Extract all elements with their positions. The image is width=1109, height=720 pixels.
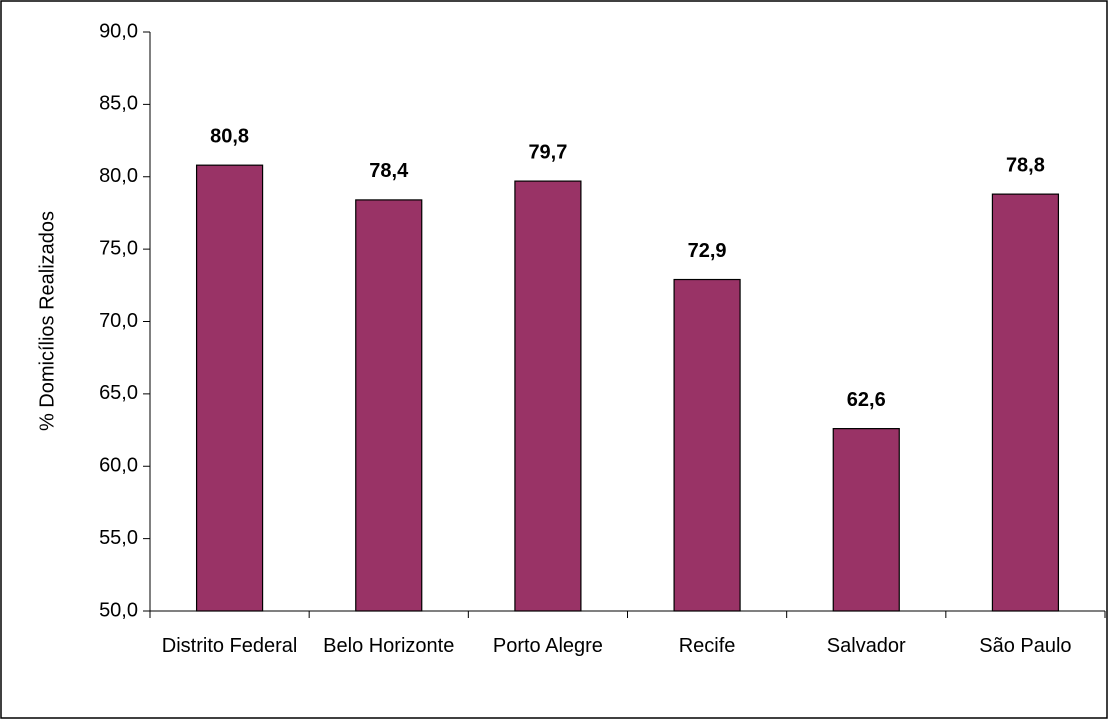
bar (991, 193, 1060, 612)
y-tick-label: 60,0 (99, 455, 138, 477)
x-tick-label: Belo Horizonte (323, 635, 455, 657)
bar (832, 428, 900, 612)
y-tick-label: 85,0 (99, 93, 138, 115)
value-label: 72,9 (688, 240, 727, 262)
y-tick-label: 80,0 (99, 165, 138, 187)
bar (195, 164, 264, 612)
value-label: 80,8 (210, 125, 249, 147)
value-label: 62,6 (847, 389, 886, 411)
x-tick-label: Recife (678, 635, 736, 657)
x-tick-label: Distrito Federal (161, 635, 298, 657)
y-tick-label: 75,0 (99, 237, 138, 259)
x-tick-label: Porto Alegre (492, 635, 603, 657)
y-tick-label: 70,0 (99, 310, 138, 332)
x-tick-label: Salvador (826, 635, 906, 657)
bar (673, 278, 741, 612)
y-axis-label: % Domicílios Realizados (36, 211, 58, 431)
value-label: 79,7 (528, 141, 567, 163)
x-tick-label: São Paulo (979, 635, 1072, 657)
y-tick-label: 90,0 (99, 20, 138, 42)
bar (355, 199, 423, 612)
value-label: 78,4 (369, 160, 409, 182)
value-label: 78,8 (1006, 154, 1045, 176)
bar (514, 180, 582, 612)
y-tick-label: 50,0 (99, 599, 138, 621)
y-tick-label: 65,0 (99, 382, 138, 404)
y-tick-label: 55,0 (99, 527, 138, 549)
